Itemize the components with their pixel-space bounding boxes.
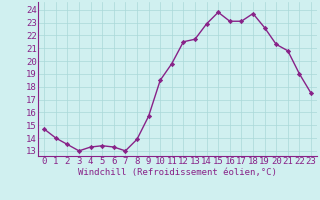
X-axis label: Windchill (Refroidissement éolien,°C): Windchill (Refroidissement éolien,°C) xyxy=(78,168,277,177)
